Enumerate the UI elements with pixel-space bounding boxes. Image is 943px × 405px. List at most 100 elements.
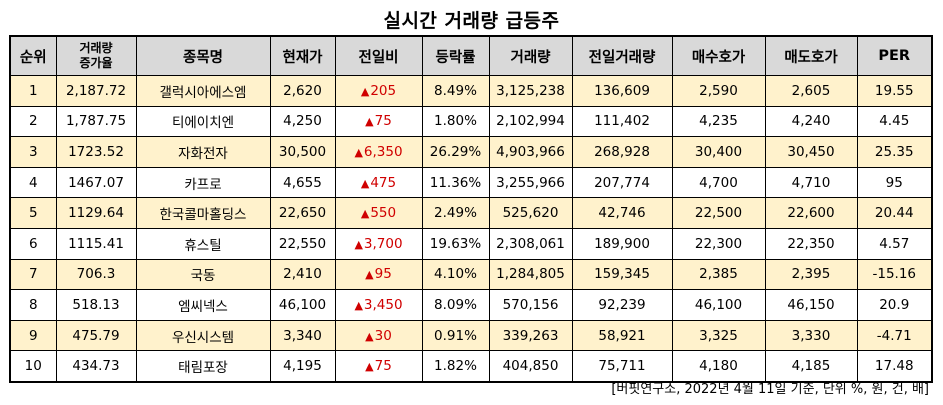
cell-bid: 4,235 <box>671 105 766 138</box>
cell-rank: 2 <box>9 105 57 138</box>
cell-rate: 8.49% <box>421 75 490 107</box>
cell-name: 갤럭시아에스엠 <box>135 75 271 107</box>
change-value: 30 <box>374 327 392 344</box>
cell-per: -4.71 <box>856 319 933 352</box>
cell-volume: 339,263 <box>488 319 573 352</box>
cell-rank: 4 <box>9 166 57 199</box>
cell-bid: 46,100 <box>671 289 766 321</box>
cell-price: 4,655 <box>269 166 336 199</box>
table-row: 10 434.73 태림포장 4,195 ▲75 1.82% 404,850 75,711 4,… <box>9 350 933 383</box>
header-ask: 매도호가 <box>764 35 858 76</box>
header-volume-growth-line2: 증가율 <box>79 56 113 70</box>
header-price: 현재가 <box>269 35 336 76</box>
cell-rate: 19.63% <box>421 227 490 260</box>
cell-price: 22,650 <box>269 197 336 229</box>
cell-volume: 1,284,805 <box>488 258 573 291</box>
change-value: 75 <box>374 358 392 375</box>
header-prev-volume: 전일거래량 <box>571 35 673 76</box>
cell-change: ▲205 <box>334 75 423 107</box>
cell-name: 국동 <box>135 258 271 291</box>
cell-rank: 9 <box>9 319 57 352</box>
cell-change: ▲3,700 <box>334 227 423 260</box>
cell-bid: 4,700 <box>671 166 766 199</box>
change-value: 3,700 <box>363 235 403 252</box>
up-triangle-icon: ▲ <box>365 268 374 282</box>
change-value: 475 <box>370 174 397 191</box>
header-per: PER <box>856 35 933 76</box>
cell-ask: 2,605 <box>764 75 858 107</box>
cell-rank: 1 <box>9 75 57 107</box>
header-rank: 순위 <box>9 35 57 76</box>
up-triangle-icon: ▲ <box>354 145 363 159</box>
cell-volume: 525,620 <box>488 197 573 229</box>
cell-rate: 4.10% <box>421 258 490 291</box>
header-row: 순위 거래량 증가율 종목명 현재가 전일비 등락률 거래량 전일거래량 매수호… <box>9 35 933 76</box>
cell-growth: 1467.07 <box>55 166 137 199</box>
cell-per: 19.55 <box>856 75 933 107</box>
cell-ask: 4,710 <box>764 166 858 199</box>
cell-per: 17.48 <box>856 350 933 383</box>
up-triangle-icon: ▲ <box>360 207 370 221</box>
cell-ask: 4,240 <box>764 105 858 138</box>
cell-bid: 22,500 <box>671 197 766 229</box>
cell-bid: 3,325 <box>671 319 766 352</box>
cell-rank: 7 <box>9 258 57 291</box>
cell-growth: 1129.64 <box>55 197 137 229</box>
header-rate: 등락률 <box>421 35 490 76</box>
cell-change: ▲3,450 <box>334 289 423 321</box>
cell-volume: 570,156 <box>488 289 573 321</box>
cell-ask: 4,185 <box>764 350 858 383</box>
header-volume-growth: 거래량 증가율 <box>55 35 137 76</box>
cell-rank: 6 <box>9 227 57 260</box>
cell-rate: 0.91% <box>421 319 490 352</box>
cell-name: 카프로 <box>135 166 271 199</box>
cell-bid: 4,180 <box>671 350 766 383</box>
cell-bid: 22,300 <box>671 227 766 260</box>
header-volume: 거래량 <box>488 35 573 76</box>
up-triangle-icon: ▲ <box>365 329 374 343</box>
table-row: 4 1467.07 카프로 4,655 ▲475 11.36% 3,255,966 207,7… <box>9 166 933 199</box>
cell-prev-volume: 207,774 <box>571 166 673 199</box>
cell-bid: 2,590 <box>671 75 766 107</box>
cell-change: ▲95 <box>334 258 423 291</box>
cell-rate: 26.29% <box>421 136 490 168</box>
cell-rate: 2.49% <box>421 197 490 229</box>
cell-ask: 30,450 <box>764 136 858 168</box>
cell-rate: 11.36% <box>421 166 490 199</box>
cell-rank: 5 <box>9 197 57 229</box>
cell-price: 2,620 <box>269 75 336 107</box>
cell-growth: 475.79 <box>55 319 137 352</box>
cell-per: 4.45 <box>856 105 933 138</box>
cell-change: ▲475 <box>334 166 423 199</box>
cell-name: 태림포장 <box>135 350 271 383</box>
cell-rank: 10 <box>9 350 57 383</box>
cell-volume: 3,125,238 <box>488 75 573 107</box>
change-value: 95 <box>374 266 392 283</box>
cell-bid: 2,385 <box>671 258 766 291</box>
cell-per: 25.35 <box>856 136 933 168</box>
cell-prev-volume: 159,345 <box>571 258 673 291</box>
cell-growth: 1,787.75 <box>55 105 137 138</box>
up-triangle-icon: ▲ <box>354 237 363 251</box>
table-row: 8 518.13 엠씨넥스 46,100 ▲3,450 8.09% 570,156 92,23… <box>9 289 933 321</box>
cell-name: 우신시스템 <box>135 319 271 352</box>
cell-price: 22,550 <box>269 227 336 260</box>
cell-growth: 2,187.72 <box>55 75 137 107</box>
cell-volume: 2,102,994 <box>488 105 573 138</box>
cell-price: 2,410 <box>269 258 336 291</box>
cell-price: 4,250 <box>269 105 336 138</box>
source-note: [버핏연구소, 2022년 4월 11일 기준, 단위 %, 원, 건, 배] <box>611 382 929 397</box>
cell-change: ▲30 <box>334 319 423 352</box>
table-row: 3 1723.52 자화전자 30,500 ▲6,350 26.29% 4,903,966 2… <box>9 136 933 168</box>
cell-per: 4.57 <box>856 227 933 260</box>
cell-ask: 3,330 <box>764 319 858 352</box>
cell-rate: 8.09% <box>421 289 490 321</box>
cell-name: 엠씨넥스 <box>135 289 271 321</box>
cell-per: 20.44 <box>856 197 933 229</box>
cell-rate: 1.82% <box>421 350 490 383</box>
change-value: 75 <box>374 113 392 130</box>
change-value: 3,450 <box>363 296 403 313</box>
cell-rank: 8 <box>9 289 57 321</box>
cell-growth: 434.73 <box>55 350 137 383</box>
cell-growth: 706.3 <box>55 258 137 291</box>
